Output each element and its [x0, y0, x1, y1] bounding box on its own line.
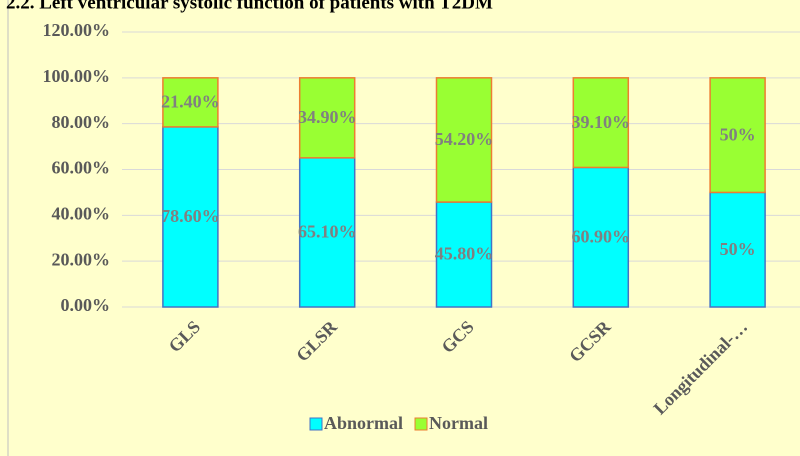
legend-swatch — [414, 417, 428, 431]
y-tick-label: 120.00% — [43, 20, 111, 40]
bar-segment — [435, 77, 493, 203]
legend-label: Abnormal — [324, 413, 403, 433]
bar-segment — [709, 191, 766, 308]
legend-label: Normal — [429, 413, 488, 433]
data-label: 39.10% — [572, 112, 631, 132]
bar-segment — [572, 77, 630, 169]
bar-segment — [162, 126, 219, 308]
data-label: 21.40% — [161, 91, 220, 111]
y-tick-label: 0.00% — [61, 295, 111, 315]
legend-swatch — [309, 417, 323, 431]
data-label: 34.90% — [298, 107, 357, 127]
y-tick-label: 80.00% — [52, 112, 111, 132]
data-label: 50% — [720, 124, 756, 144]
data-label: 78.60% — [161, 206, 220, 226]
bar-segment — [709, 77, 766, 194]
y-tick-label: 60.00% — [52, 158, 111, 178]
data-label: 45.80% — [435, 244, 494, 264]
bar-segment — [572, 166, 630, 308]
bar-segment — [435, 201, 493, 308]
data-label: 60.90% — [572, 226, 631, 246]
y-tick-label: 40.00% — [52, 203, 111, 223]
data-label: 50% — [720, 239, 756, 259]
bar-segment — [298, 157, 356, 308]
data-label: 54.20% — [435, 129, 494, 149]
bar-segment — [298, 77, 356, 159]
y-tick-label: 100.00% — [43, 66, 111, 86]
y-tick-label: 20.00% — [52, 249, 111, 269]
bar-segment — [162, 77, 219, 128]
chart-title: 2.2. Left ventricular systolic function … — [6, 0, 493, 13]
data-label: 65.10% — [298, 222, 357, 242]
